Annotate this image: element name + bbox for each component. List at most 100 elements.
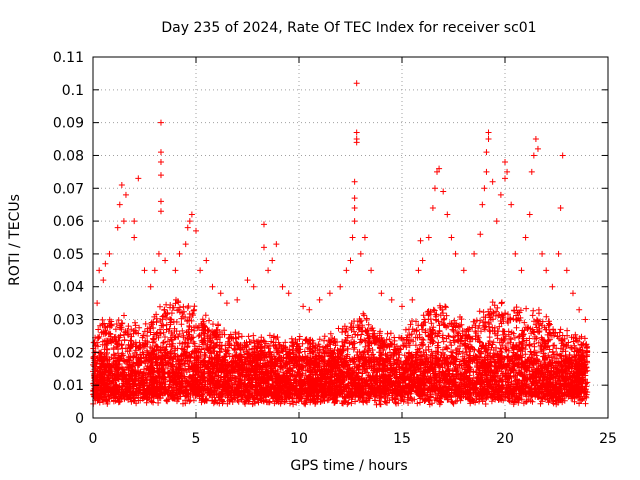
scatter-point [94,300,101,307]
chart-title: Day 235 of 2024, Rate Of TEC Index for r… [161,20,536,36]
scatter-point [234,296,241,303]
y-tick-label: 0.06 [53,214,84,230]
scatter-point [481,185,488,192]
y-tick-label: 0.09 [53,116,84,132]
scatter-point [141,267,148,274]
scatter-point [417,237,424,244]
scatter-point [388,296,395,303]
y-tick-label: 0.08 [53,148,84,164]
scatter-point [471,250,478,257]
scatter-point [244,277,251,284]
x-tick-label: 15 [393,431,411,447]
scatter-point [539,250,546,257]
scatter-point [349,234,356,241]
scatter-point [182,241,189,248]
scatter-points-dense [90,296,591,408]
scatter-point [351,178,358,185]
scatter-point [452,250,459,257]
y-tick-label: 0 [75,411,84,427]
x-tick-label: 10 [290,431,308,447]
scatter-point [260,244,267,251]
scatter-point [157,172,164,179]
scatter-point [265,267,272,274]
scatter-point [351,204,358,211]
scatter-point [188,211,195,218]
axis-ticks [92,56,609,419]
scatter-point [518,267,525,274]
scatter-point [279,283,286,290]
scatter-point [326,290,333,297]
scatter-point [300,303,307,310]
x-tick-label: 0 [89,431,98,447]
y-tick-label: 0.07 [53,181,84,197]
plot-frame [92,56,609,419]
scatter-point [337,283,344,290]
scatter-point [114,224,121,231]
scatter-point [504,168,511,175]
x-tick-label: 20 [496,431,514,447]
scatter-point [431,185,438,192]
scatter-point [151,267,158,274]
scatter-point [197,267,204,274]
scatter-point [489,178,496,185]
scatter-point [576,306,583,313]
scatter-point [250,283,257,290]
scatter-point [460,267,467,274]
scatter-point [559,152,566,159]
y-tick-label: 0.03 [53,313,84,329]
scatter-point [357,250,364,257]
scatter-point [223,300,230,307]
scatter-point [434,168,441,175]
scatter-point [155,250,162,257]
scatter-point [131,234,138,241]
scatter-point [157,149,164,156]
scatter-point [260,221,267,228]
scatter-point [96,267,103,274]
scatter-point [147,283,154,290]
scatter-point [122,191,129,198]
scatter-point [285,290,292,297]
scatter-point [415,267,422,274]
scatter-point [209,283,216,290]
scatter-point [483,168,490,175]
scatter-point [448,234,455,241]
scatter-point [306,306,313,313]
scatter-point [508,201,515,208]
scatter-point [444,211,451,218]
scatter-point [534,145,541,152]
y-tick-label: 0.11 [53,50,84,66]
scatter-point [353,136,360,143]
scatter-point [557,204,564,211]
scatter-point [477,231,484,238]
scatter-point [502,159,508,166]
x-axis-title: GPS time / hours [290,458,407,474]
y-tick-label: 0.04 [53,280,84,296]
scatter-point [479,201,486,208]
scatter-point [102,260,109,267]
x-tick-labels: 0 5 10 15 20 25 [89,431,617,447]
scatter-point [135,175,142,182]
scatter-point [569,290,576,297]
y-tick-label: 0.01 [53,378,84,394]
scatter-point [483,149,490,156]
scatter-point [526,211,533,218]
scatter-point [162,257,169,264]
scatter-point [497,191,504,198]
scatter-point [353,129,360,136]
scatter-point [186,218,193,225]
y-tick-label: 0.05 [53,247,84,263]
scatter-point [176,250,183,257]
scatter-point [485,129,492,136]
scatter-point [522,234,529,241]
scatter-point [543,267,550,274]
scatter-point [512,250,519,257]
scatter-point-cloud [90,296,591,408]
scatter-point [485,136,492,143]
scatter-point [157,119,164,126]
scatter-point [502,175,508,182]
scatter-point [555,250,562,257]
scatter-point [399,303,405,310]
scatter-point [353,80,360,87]
scatter-point [347,257,354,264]
scatter-point [436,165,443,172]
